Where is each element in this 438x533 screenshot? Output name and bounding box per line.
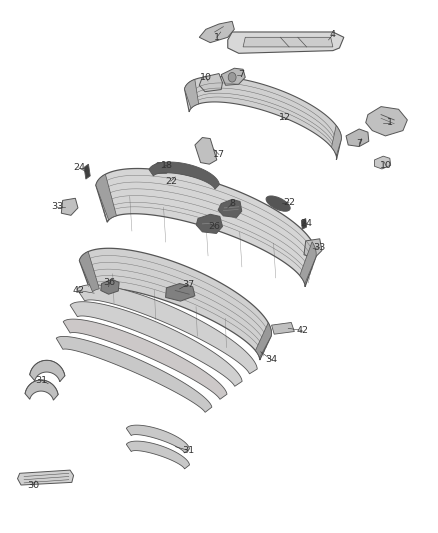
Text: 42: 42 — [296, 326, 308, 335]
Polygon shape — [30, 360, 65, 382]
Polygon shape — [195, 138, 217, 164]
Polygon shape — [79, 248, 272, 360]
Polygon shape — [366, 107, 407, 136]
Polygon shape — [346, 129, 369, 147]
Polygon shape — [70, 302, 242, 386]
Polygon shape — [301, 219, 307, 229]
Polygon shape — [84, 164, 90, 179]
Polygon shape — [199, 74, 223, 92]
Polygon shape — [25, 380, 58, 400]
Ellipse shape — [228, 72, 236, 82]
Text: 42: 42 — [73, 286, 85, 295]
Text: 10: 10 — [379, 161, 392, 169]
Polygon shape — [196, 214, 223, 233]
Polygon shape — [18, 470, 74, 485]
Polygon shape — [243, 37, 333, 47]
Polygon shape — [101, 279, 119, 294]
Text: 22: 22 — [165, 177, 177, 185]
Polygon shape — [332, 125, 341, 156]
Polygon shape — [149, 162, 219, 189]
Polygon shape — [184, 76, 341, 160]
Polygon shape — [221, 68, 245, 85]
Text: 22: 22 — [283, 198, 295, 207]
Polygon shape — [151, 163, 173, 173]
Polygon shape — [126, 425, 190, 453]
Polygon shape — [218, 199, 242, 217]
Text: 31: 31 — [35, 376, 48, 384]
Polygon shape — [199, 21, 234, 43]
Text: 30: 30 — [27, 481, 39, 489]
Text: 4: 4 — [330, 30, 336, 39]
Polygon shape — [77, 285, 257, 374]
Text: 8: 8 — [229, 199, 235, 208]
Ellipse shape — [266, 196, 290, 211]
Polygon shape — [255, 323, 272, 358]
Text: 18: 18 — [160, 161, 173, 169]
Text: 37: 37 — [182, 280, 194, 288]
Text: 17: 17 — [213, 150, 225, 159]
Polygon shape — [96, 174, 117, 220]
Text: 24: 24 — [73, 164, 85, 172]
Text: 12: 12 — [279, 113, 291, 122]
Polygon shape — [79, 252, 99, 292]
Polygon shape — [300, 241, 316, 284]
Text: 33: 33 — [314, 244, 326, 252]
Polygon shape — [374, 156, 391, 169]
Text: 7: 7 — [238, 70, 244, 79]
Text: 10: 10 — [200, 73, 212, 82]
Text: 1: 1 — [214, 33, 220, 42]
Polygon shape — [63, 319, 227, 399]
Polygon shape — [304, 239, 322, 258]
Polygon shape — [56, 336, 212, 413]
Text: 7: 7 — [356, 140, 362, 148]
Text: 36: 36 — [103, 278, 116, 287]
Polygon shape — [126, 441, 190, 469]
Text: 31: 31 — [182, 446, 194, 455]
Text: 24: 24 — [300, 220, 313, 228]
Polygon shape — [96, 168, 316, 287]
Text: 1: 1 — [387, 118, 393, 127]
Polygon shape — [166, 284, 195, 301]
Polygon shape — [228, 32, 344, 53]
Text: 34: 34 — [265, 356, 278, 364]
Polygon shape — [272, 322, 294, 334]
Polygon shape — [61, 198, 78, 215]
Polygon shape — [184, 79, 199, 108]
Text: 33: 33 — [51, 203, 63, 211]
Text: 26: 26 — [208, 222, 221, 231]
